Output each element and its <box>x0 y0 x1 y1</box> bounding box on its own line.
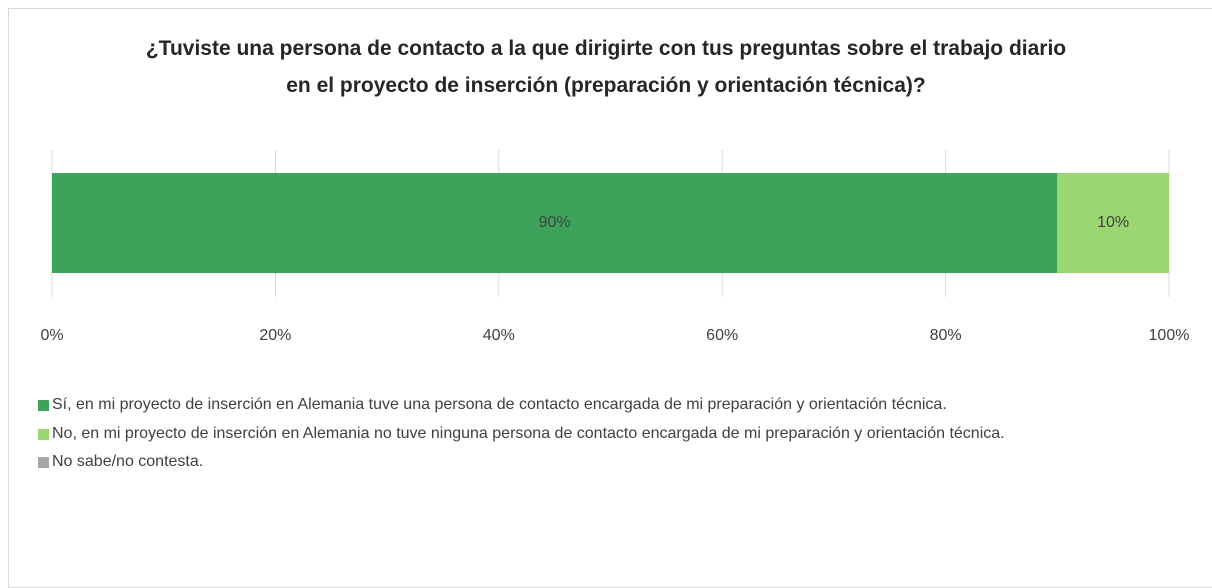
legend-item: No sabe/no contesta. <box>38 448 1208 477</box>
data-label: 10% <box>1097 214 1129 231</box>
legend-swatch <box>38 428 49 440</box>
data-label: 90% <box>539 214 571 231</box>
legend: Sí, en mi proyecto de inserción en Alema… <box>38 391 1208 477</box>
legend-swatch <box>38 400 49 411</box>
legend-swatch <box>38 457 49 468</box>
legend-label: No sabe/no contesta. <box>52 453 204 470</box>
chart: 0% 20% 40% 60% 80% 100% 90% 10% <box>40 150 1190 344</box>
x-tick-label: 100% <box>1149 327 1190 344</box>
bar-segment <box>52 173 1058 273</box>
chart-title: ¿Tuviste una persona de contacto a la qu… <box>145 37 1067 97</box>
legend-item: Sí, en mi proyecto de inserción en Alema… <box>38 391 1208 420</box>
page: ¿Tuviste una persona de contacto a la qu… <box>8 8 1212 588</box>
x-tick-label: 60% <box>706 327 738 344</box>
bar-segment <box>1057 173 1169 273</box>
x-tick-label: 80% <box>930 327 962 344</box>
legend-item: No, en mi proyecto de inserción en Alema… <box>38 420 1208 449</box>
x-tick-label: 0% <box>40 327 63 344</box>
legend-label: No, en mi proyecto de inserción en Alema… <box>52 424 1005 442</box>
x-tick-label: 20% <box>259 327 291 344</box>
x-tick-label: 40% <box>483 327 515 344</box>
legend-label: Sí, en mi proyecto de inserción en Alema… <box>52 396 947 413</box>
